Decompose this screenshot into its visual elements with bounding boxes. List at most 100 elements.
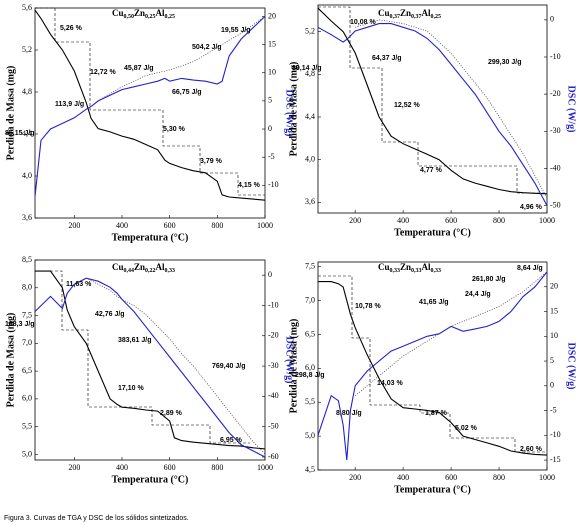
- x-tick-label: 600: [445, 216, 457, 225]
- series-line: [355, 19, 548, 199]
- title-part: 0,25: [165, 14, 176, 20]
- y2-tick-label: 0: [550, 381, 554, 390]
- title-part: Cu: [112, 8, 124, 18]
- x-axis-label: Temperatura (°C): [112, 474, 189, 485]
- y-tick-label: 5,5: [305, 397, 315, 406]
- x-tick-label: 200: [68, 221, 80, 230]
- annotation: 4,96 %: [520, 204, 543, 211]
- annotation: 14,03 %: [377, 380, 403, 387]
- annotation: 41,65 J/g: [419, 299, 449, 306]
- annotation: 5,26 %: [60, 25, 83, 32]
- x-tick-label: 200: [68, 463, 80, 472]
- title-part: 0,37: [390, 14, 401, 20]
- annotation: 6,95 %: [220, 437, 243, 444]
- title-part: 0,33: [165, 268, 176, 274]
- title-part: Cu: [112, 262, 124, 272]
- y-tick-label: 7,0: [305, 295, 315, 304]
- annotation: 4,15 %: [238, 182, 261, 189]
- y-tick-label: 5,0: [22, 449, 32, 458]
- annotation: 769,40 J/g: [212, 363, 245, 370]
- y2-tick-label: 0: [550, 15, 554, 24]
- annotation: 24,4 J/g: [465, 291, 491, 298]
- x-axis-label: Temperatura (°C): [394, 227, 471, 238]
- y-tick-label: 4,8: [305, 69, 315, 78]
- annotation: 383,61 J/g: [118, 337, 151, 344]
- y-tick-label: 4,0: [22, 171, 32, 180]
- y-tick-label: 5,2: [22, 45, 32, 54]
- x-tick-label: 800: [211, 221, 223, 230]
- y2-tick-label: -40: [550, 163, 561, 172]
- step-guide: [35, 270, 250, 444]
- title-part: Al: [422, 8, 431, 18]
- y2-tick-label: -10: [268, 300, 279, 309]
- y2-tick-label: 20: [550, 282, 558, 291]
- series-line: [354, 271, 548, 397]
- y-tick-label: 6,0: [305, 363, 315, 372]
- title-part: 0,25: [431, 14, 442, 20]
- chart-title: Cu0,33Zn0,33Al0,33: [378, 262, 441, 274]
- y-axis-label: Perdida de Masa (mg): [5, 313, 16, 408]
- y2-tick-label: 20: [268, 11, 276, 20]
- chart-title: Cu0,44Zn0,22Al0,33: [112, 262, 175, 274]
- y-tick-label: 3,6: [22, 213, 32, 222]
- annotation: 113,9 J/g: [55, 101, 84, 108]
- step-guide: [318, 6, 547, 194]
- annotation: 8,80 J/g: [336, 410, 362, 417]
- annotation: 64,37 J/g: [372, 55, 402, 62]
- x-tick-label: 1000: [257, 221, 273, 230]
- chart-title: Cu0,37Zn0,37Al0,25: [378, 8, 441, 20]
- series-line: [317, 271, 548, 461]
- y-tick-label: 8,5: [22, 255, 32, 264]
- x-tick-label: 1000: [539, 473, 555, 482]
- title-part: 0,33: [411, 268, 422, 274]
- y2-tick-label: -15: [550, 455, 561, 464]
- y2-tick-label: -30: [268, 361, 279, 370]
- series-line: [34, 9, 266, 201]
- y2-tick-label: 0: [268, 270, 272, 279]
- title-part: 0,33: [390, 268, 401, 274]
- y-tick-label: 8,0: [22, 283, 32, 292]
- annotation: 168,3 J/g: [5, 321, 35, 328]
- annotation: 1,87 %: [425, 410, 448, 417]
- y-tick-label: 5,5: [22, 421, 32, 430]
- y2-tick-label: -30: [550, 126, 561, 135]
- y-tick-label: 4,4: [22, 129, 32, 138]
- y2-tick-label: -50: [268, 421, 279, 430]
- annotation: 45,87 J/g: [124, 65, 154, 72]
- x-tick-label: 800: [211, 463, 223, 472]
- series-line: [35, 270, 266, 450]
- annotation: 12,52 %: [394, 102, 420, 109]
- y2-tick-label: -10: [268, 180, 279, 189]
- annotation: 17,10 %: [118, 385, 144, 392]
- x-tick-label: 400: [397, 473, 409, 482]
- y-tick-label: 7,0: [22, 338, 32, 347]
- y-tick-label: 5,2: [305, 26, 315, 35]
- y2-axis-label: DSC (W/g): [284, 337, 295, 384]
- title-part: 0,44: [124, 268, 135, 274]
- x-tick-label: 200: [349, 473, 361, 482]
- annotation: 10,08 %: [350, 19, 376, 26]
- x-tick-label: 400: [116, 463, 128, 472]
- title-part: Zn: [134, 8, 145, 18]
- title-part: 0,33: [431, 268, 442, 274]
- series-line: [97, 16, 266, 102]
- chart-title: Cu0,50Zn0,25Al0,25: [112, 8, 175, 20]
- title-part: Zn: [400, 262, 411, 272]
- y2-tick-label: -10: [550, 430, 561, 439]
- y-axis-label: Perdida de Masa (mg): [5, 66, 16, 161]
- series-line: [86, 277, 266, 455]
- y2-tick-label: 10: [550, 331, 558, 340]
- annotation: 504,2 J/g: [192, 44, 222, 51]
- y2-tick-label: -40: [268, 391, 279, 400]
- y2-tick-label: 0: [268, 124, 272, 133]
- y-tick-label: 7,5: [22, 310, 32, 319]
- x-tick-label: 800: [493, 473, 505, 482]
- annotation: 2,60 %: [520, 446, 543, 453]
- y2-tick-label: 5: [550, 356, 554, 365]
- y2-tick-label: 10: [268, 68, 276, 77]
- title-part: 0,37: [411, 14, 422, 20]
- x-tick-label: 200: [349, 216, 361, 225]
- plot-frame: [317, 4, 548, 214]
- annotation: 11,63 %: [66, 281, 92, 288]
